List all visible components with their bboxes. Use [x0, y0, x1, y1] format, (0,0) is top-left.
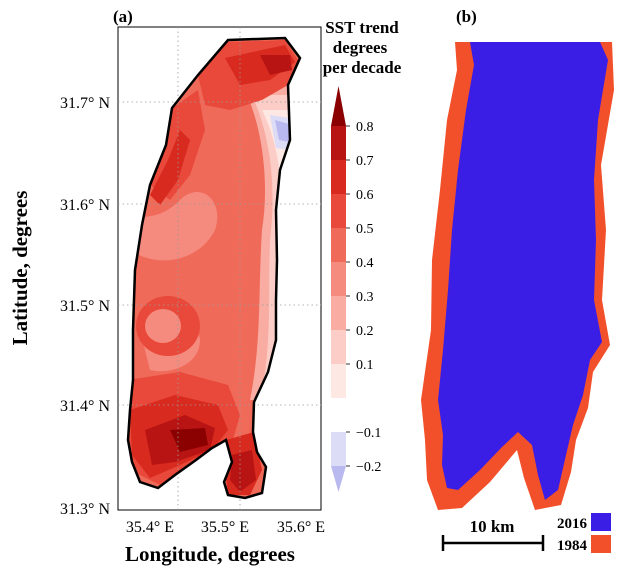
panel-b: (b) 10 km 2016 1984: [421, 7, 614, 554]
colorbar-swatch: [331, 364, 346, 398]
y-tick: 31.7° N: [60, 95, 110, 112]
colorbar-title-line: per decade: [323, 58, 402, 77]
colorbar-tick-label: 0.5: [356, 222, 374, 237]
colorbar-tick-label: −0.1: [356, 426, 381, 441]
colorbar-swatch: [331, 228, 346, 262]
colorbar-swatch: [331, 432, 346, 466]
colorbar-swatch: [331, 262, 346, 296]
colorbar-tick-label: 0.7: [356, 154, 374, 169]
scale-bar-label: 10 km: [470, 517, 515, 536]
colorbar-swatches: [331, 86, 346, 492]
colorbar-ticks: 0.8 0.7 0.6 0.5 0.4 0.3 0.2 0.1 −0.1 −0.2: [346, 120, 381, 475]
x-axis-label: Longitude, degrees: [125, 542, 295, 566]
colorbar-swatch: [331, 330, 346, 364]
legend-label-2016: 2016: [557, 516, 588, 532]
colorbar-tick-label: 0.2: [356, 324, 374, 339]
colorbar-tick-label: −0.2: [356, 460, 381, 475]
lake-outline-a: [126, 36, 302, 500]
colorbar-swatch: [331, 86, 346, 126]
x-tick: 35.5° E: [201, 519, 249, 536]
y-tick: 31.5° N: [60, 298, 110, 315]
x-axis-ticks: 35.4° E 35.5° E 35.6° E: [126, 519, 325, 536]
colorbar-swatch: [331, 398, 346, 432]
colorbar-swatch: [331, 160, 346, 194]
x-tick: 35.6° E: [277, 519, 325, 536]
colorbar-title-line: degrees: [333, 38, 388, 57]
panel-a-label: (a): [113, 7, 133, 26]
scale-bar: 10 km: [441, 517, 545, 551]
legend-b: 2016 1984: [557, 513, 611, 554]
y-tick: 31.4° N: [60, 398, 110, 415]
colorbar-tick-label: 0.6: [356, 188, 374, 203]
colorbar-tick-label: 0.4: [356, 256, 374, 271]
shoreline-2016: [438, 42, 608, 500]
y-axis-label: Latitude, degrees: [8, 191, 32, 346]
colorbar-swatch: [331, 466, 346, 492]
legend-label-1984: 1984: [557, 538, 588, 554]
legend-swatch-2016: [591, 513, 611, 531]
legend-swatch-1984: [591, 535, 611, 553]
y-tick: 31.6° N: [60, 197, 110, 214]
colorbar-title-line: SST trend: [325, 18, 399, 37]
colorbar-tick-label: 0.3: [356, 290, 374, 305]
colorbar-tick-label: 0.8: [356, 120, 374, 135]
colorbar-swatch: [331, 126, 346, 160]
y-tick: 31.3° N: [60, 501, 110, 518]
y-axis-ticks: 31.7° N 31.6° N 31.5° N 31.4° N 31.3° N: [60, 95, 110, 518]
colorbar-swatch: [331, 296, 346, 330]
colorbar: SST trend degrees per decade 0.80.70.60.…: [323, 18, 402, 492]
panel-a: (a): [8, 7, 402, 566]
colorbar-swatch: [331, 194, 346, 228]
colorbar-tick-label: 0.1: [356, 358, 374, 373]
x-tick: 35.4° E: [126, 519, 174, 536]
panel-b-label: (b): [456, 7, 477, 26]
